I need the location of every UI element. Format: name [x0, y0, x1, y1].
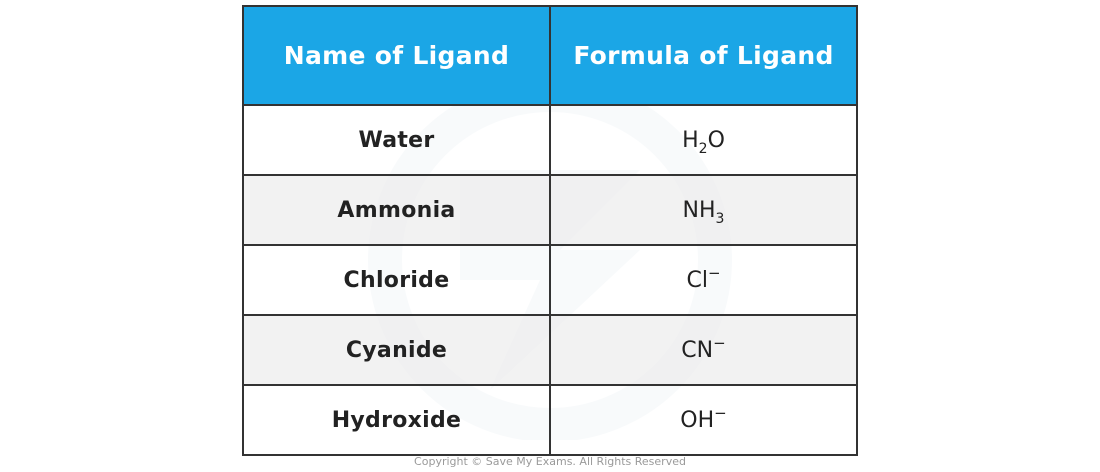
- formula-subscript: 3: [715, 210, 725, 227]
- ligand-formula: NH3: [549, 174, 858, 246]
- ligand-formula: H2O: [549, 104, 858, 176]
- header-row: Name of Ligand Formula of Ligand: [242, 5, 858, 106]
- table-row: Chloride Cl−: [242, 244, 858, 316]
- ligand-name: Water: [242, 104, 551, 176]
- formula-base: NH: [682, 197, 716, 223]
- ligand-name: Chloride: [242, 244, 551, 316]
- table-row: Water H2O: [242, 104, 858, 176]
- table-row: Ammonia NH3: [242, 174, 858, 246]
- formula-base: OH: [680, 407, 715, 433]
- table-row: Hydroxide OH−: [242, 384, 858, 456]
- header-name-of-ligand: Name of Ligand: [242, 5, 551, 106]
- ligand-formula: Cl−: [549, 244, 858, 316]
- formula-base: Cl: [686, 267, 708, 293]
- ligand-name: Cyanide: [242, 314, 551, 386]
- ligand-name: Hydroxide: [242, 384, 551, 456]
- formula-charge: −: [707, 263, 721, 282]
- ligand-name: Ammonia: [242, 174, 551, 246]
- formula-base: H: [682, 127, 699, 153]
- formula-subscript: 2: [698, 140, 708, 157]
- ligand-table: Name of Ligand Formula of Ligand Water H…: [242, 5, 858, 456]
- header-formula-of-ligand: Formula of Ligand: [549, 5, 858, 106]
- formula-charge: −: [714, 403, 727, 422]
- ligand-formula: OH−: [549, 384, 858, 456]
- formula-base: CN: [681, 337, 714, 363]
- formula-charge: −: [713, 333, 726, 352]
- table-row: Cyanide CN−: [242, 314, 858, 386]
- ligand-formula: CN−: [549, 314, 858, 386]
- copyright-notice: Copyright © Save My Exams. All Rights Re…: [414, 455, 686, 468]
- formula-after: O: [707, 127, 725, 153]
